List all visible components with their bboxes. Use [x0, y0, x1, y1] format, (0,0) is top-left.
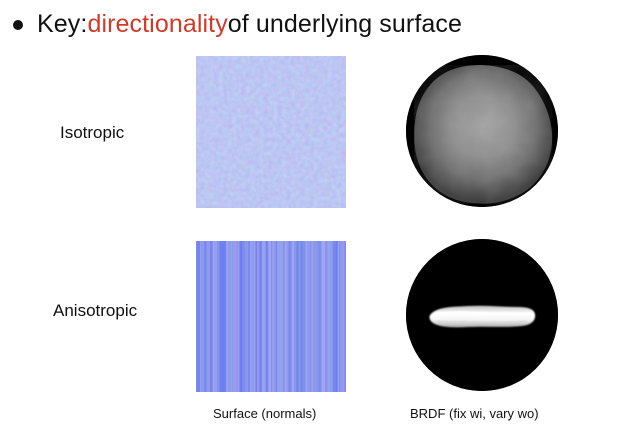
bullet-suffix: of underlying surface	[227, 10, 462, 38]
anisotropic-normal-map	[196, 241, 346, 392]
isotropic-label: Isotropic	[60, 123, 125, 142]
bullet-icon	[13, 19, 23, 30]
bullet-emphasis: directionality	[87, 10, 228, 38]
key-bullet: Key: directionality of underlying surfac…	[13, 6, 462, 42]
isotropic-normal-map	[196, 56, 346, 208]
bullet-prefix: Key:	[37, 10, 88, 38]
anisotropic-label: Anisotropic	[53, 301, 138, 320]
isotropic-brdf-lobe	[406, 55, 558, 207]
brdf-caption: BRDF (fix wi, vary wo)	[410, 406, 539, 421]
anisotropic-brdf-lobe	[406, 239, 558, 391]
surface-caption: Surface (normals)	[213, 406, 317, 421]
